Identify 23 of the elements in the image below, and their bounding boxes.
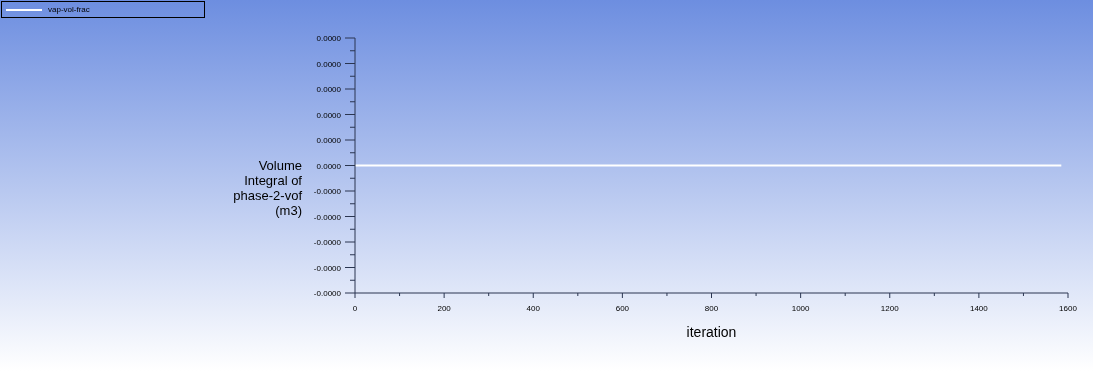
x-tick-label: 1000 bbox=[791, 304, 811, 313]
x-tick-label: 600 bbox=[615, 304, 630, 313]
y-tick-label: -0.0000 bbox=[313, 212, 342, 222]
y-tick-label: 0.0000 bbox=[316, 161, 342, 171]
legend-label: vap-vol-frac bbox=[48, 5, 90, 14]
x-tick-label: 0 bbox=[352, 304, 358, 313]
y-tick-label: -0.0000 bbox=[313, 289, 342, 298]
x-tick-label: 400 bbox=[526, 304, 541, 313]
x-tick-label: 800 bbox=[704, 304, 719, 313]
y-tick-label: 0.0000 bbox=[316, 110, 342, 120]
x-tick-label: 1600 bbox=[1059, 304, 1078, 313]
y-tick-label: 0.0000 bbox=[316, 34, 342, 43]
y-tick-label: -0.0000 bbox=[313, 238, 342, 247]
y-tick-label: 0.0000 bbox=[316, 85, 342, 94]
y-tick-label: -0.0000 bbox=[313, 187, 342, 196]
x-tick-label: 200 bbox=[437, 304, 452, 313]
x-axis-title: iteration bbox=[686, 324, 737, 340]
y-tick-label: 0.0000 bbox=[316, 59, 342, 69]
x-tick-label: 1400 bbox=[969, 304, 989, 313]
y-axis-title: Volume Integral of phase-2-vof (m3) bbox=[232, 158, 302, 218]
y-tick-label: 0.0000 bbox=[316, 136, 342, 145]
x-tick-label: 1200 bbox=[880, 304, 900, 313]
y-tick-label: -0.0000 bbox=[313, 263, 342, 273]
